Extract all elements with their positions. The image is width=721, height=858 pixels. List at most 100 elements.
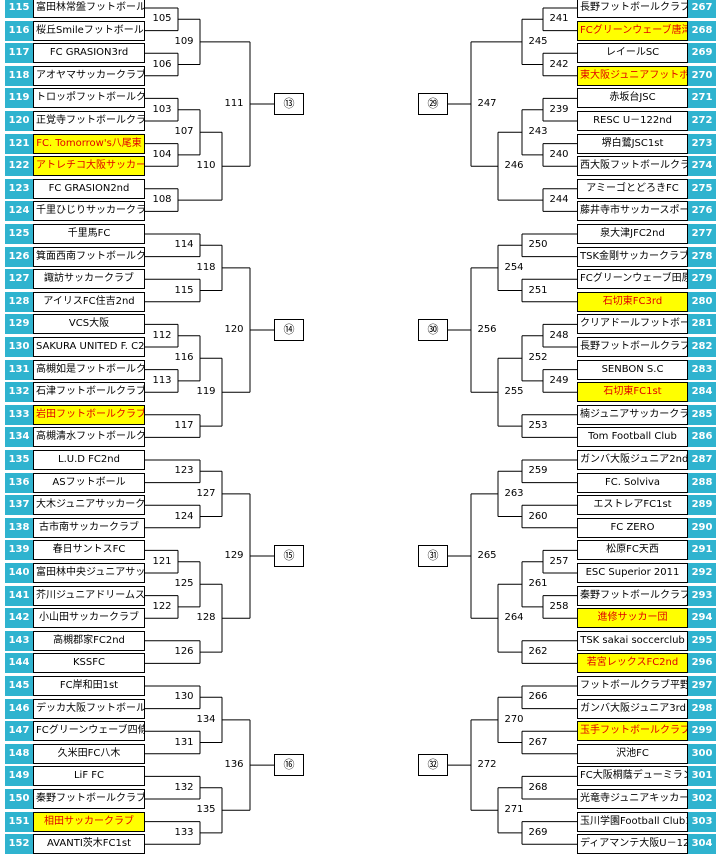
team-name: トロッポフットボールクラブ [33,88,145,109]
match-number: 241 [546,13,572,26]
match-number: 272 [474,759,500,772]
match-number: 268 [525,781,551,794]
team-number: 299 [688,721,716,742]
match-number: 267 [525,736,551,749]
team-name: 芥川ジュニアドリームス [33,585,145,606]
team-number: 116 [5,20,33,41]
match-number: 130 [171,691,197,704]
team-number: 279 [688,269,716,290]
team-name: ディアマンテ大阪U－12 [577,834,688,855]
team-name: SAKURA UNITED F. C2nd [33,337,145,357]
team-number: 132 [5,382,33,403]
match-number: 109 [171,35,197,48]
team-name: 長野フットボールクラブ1st [577,0,688,18]
team-number: 283 [688,359,716,380]
team-name: TSK sakai soccerclub [577,630,688,651]
match-number: 247 [474,98,500,111]
match-number: 249 [546,374,572,387]
team-name: FC GRASION3rd [33,43,145,64]
team-name: エストレアFC1st [577,495,688,516]
team-number: 296 [688,653,716,674]
team-number: 151 [5,811,33,832]
team-name: 光竜寺ジュニアキッカーズ [577,789,688,809]
team-name: 若宮レックスFC2nd [577,653,688,674]
team-number: 134 [5,427,33,448]
team-number: 302 [688,789,716,809]
match-number: 244 [546,194,572,207]
team-name: アオヤマサッカークラブ [33,65,145,86]
team-number: 294 [688,608,716,629]
team-name: 西大阪フットボールクラブ1st [577,156,688,177]
team-number: 129 [5,314,33,335]
team-number: 282 [688,337,716,357]
team-name: FC岸和田1st [33,676,145,696]
team-name: SENBON S.C [577,359,688,380]
team-name: FC ZERO [577,517,688,538]
match-number: 245 [525,35,551,48]
team-name: 岩田フットボールクラブ2nd [33,404,145,425]
team-name: アイリスFC住吉2nd [33,291,145,312]
team-number: 140 [5,563,33,583]
team-number: 146 [5,698,33,719]
team-number: 120 [5,111,33,131]
team-name: 千里ひじりサッカークラブ1st [33,201,145,222]
team-name: 千里馬FC [33,224,145,244]
team-name: RESC U－122nd [577,111,688,131]
team-name: 高槻如是フットボールクラブ [33,359,145,380]
team-name: レイールSC [577,43,688,64]
match-number: 262 [525,646,551,659]
team-name: ESC Superior 2011 [577,563,688,583]
match-number: 122 [149,600,175,613]
team-name: 長野フットボールクラブ2nd [577,337,688,357]
team-name: L.U.D FC2nd [33,450,145,470]
team-number: 145 [5,676,33,696]
match-number: 256 [474,324,500,337]
match-number: 136 [221,759,247,772]
team-name: ASフットボール [33,472,145,493]
team-name: KSSFC [33,653,145,674]
team-name: FC大阪桐蔭デューミラン [577,766,688,787]
team-number: 275 [688,178,716,199]
team-name: ガンバ大阪ジュニア3rd [577,698,688,719]
match-number: 254 [501,261,527,274]
team-name: 小山田サッカークラブ [33,608,145,629]
team-name: FC GRASION2nd [33,178,145,199]
team-number: 136 [5,472,33,493]
team-name: 石津フットボールクラブ [33,382,145,403]
team-number: 131 [5,359,33,380]
team-name: 松原FC天西 [577,540,688,561]
match-number: 127 [193,487,219,500]
team-name: フットボールクラブ平野 [577,676,688,696]
team-number: 297 [688,676,716,696]
match-number: 116 [171,352,197,365]
match-number: 252 [525,352,551,365]
match-number: 266 [525,691,551,704]
team-number: 150 [5,789,33,809]
match-number: 112 [149,329,175,342]
team-name: 諏訪サッカークラブ [33,269,145,290]
team-number: 123 [5,178,33,199]
match-number: 270 [501,713,527,726]
team-number: 301 [688,766,716,787]
team-number: 149 [5,766,33,787]
match-number: 126 [171,646,197,659]
team-name: 進修サッカー団 [577,608,688,629]
match-number: 131 [171,736,197,749]
team-name: FCグリーンウェーブ四條畷2nd [33,721,145,742]
team-number: 288 [688,472,716,493]
team-number: 273 [688,133,716,154]
team-name: アトレチコ大阪サッカースクール [33,156,145,177]
team-name: 赤坂台JSC [577,88,688,109]
team-name: 藤井寺市サッカースポーツ少年団 [577,201,688,222]
team-name: 大木ジュニアサッカークラブ [33,495,145,516]
match-number: 250 [525,239,551,252]
block-final-box: ㉛ [418,545,448,568]
match-number: 259 [525,465,551,478]
team-name: 石切東FC3rd [577,291,688,312]
team-number: 277 [688,224,716,244]
team-name: 石切東FC1st [577,382,688,403]
match-number: 118 [193,261,219,274]
match-number: 257 [546,555,572,568]
match-number: 108 [149,194,175,207]
